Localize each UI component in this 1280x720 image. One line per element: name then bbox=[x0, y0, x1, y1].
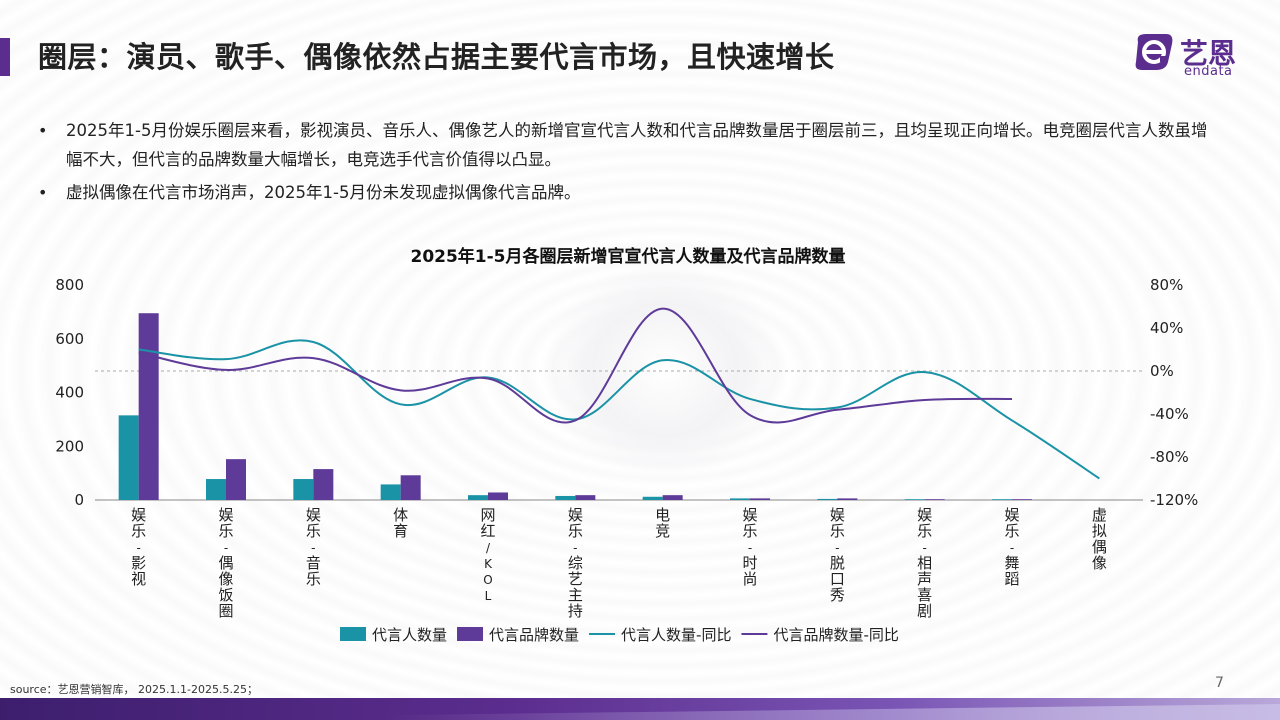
y-right-tick-label: 0% bbox=[1150, 362, 1174, 380]
x-category-label: 娱乐-音乐 bbox=[306, 506, 321, 588]
bullet-dot: • bbox=[38, 121, 48, 140]
bar-brand-count bbox=[313, 469, 334, 500]
page-title: 圈层：演员、歌手、偶像依然占据主要代言市场，且快速增长 bbox=[38, 40, 835, 74]
x-category-label: 电竞 bbox=[655, 506, 670, 540]
endata-logo: 艺恩 endata bbox=[1132, 30, 1250, 80]
bullet-item-1: • 2025年1-5月份娱乐圈层来看，影视演员、音乐人、偶像艺人的新增官宣代言人… bbox=[38, 116, 1208, 174]
bullet-dot: • bbox=[38, 183, 48, 202]
legend-label: 代言人数量-同比 bbox=[621, 626, 731, 644]
bar-spokesperson-count bbox=[904, 499, 925, 500]
bar-spokesperson-count bbox=[118, 415, 139, 500]
x-category-label: 虚拟偶像 bbox=[1092, 506, 1107, 572]
y-left-tick-label: 400 bbox=[55, 384, 84, 402]
y-right-tick-label: 80% bbox=[1150, 276, 1183, 294]
bar-brand-count bbox=[1012, 499, 1032, 500]
bullet-text-1: 2025年1-5月份娱乐圈层来看，影视演员、音乐人、偶像艺人的新增官宣代言人数和… bbox=[66, 121, 1208, 169]
bar-spokesperson-count bbox=[555, 495, 576, 500]
legend-label: 代言品牌数量 bbox=[489, 626, 579, 644]
x-category-label: 体育 bbox=[393, 506, 408, 540]
x-category-label: 网红/K O L bbox=[480, 506, 495, 603]
logo-chinese-text: 艺恩 bbox=[1180, 37, 1237, 70]
endata-logo-icon bbox=[1135, 34, 1173, 70]
y-left-tick-label: 800 bbox=[55, 276, 84, 294]
y-right-tick-label: -120% bbox=[1150, 491, 1198, 509]
legend-label: 代言品牌数量-同比 bbox=[773, 626, 898, 644]
y-right-tick-label: -80% bbox=[1150, 448, 1189, 466]
chart-title: 2025年1-5月各圈层新增官宣代言人数量及代言品牌数量 bbox=[410, 247, 846, 267]
page-number: 7 bbox=[1215, 675, 1224, 691]
combo-chart: 0 200 400 600 800 -120% -80% -40% 0% 40% 80% 娱乐-影视 娱… bbox=[55, 276, 1198, 644]
bar-spokesperson-count bbox=[206, 479, 226, 500]
bar-spokesperson-count bbox=[293, 479, 314, 500]
bar-spokesperson-count bbox=[642, 496, 663, 500]
x-category-label: 娱乐-影视 bbox=[131, 506, 146, 588]
y-right-tick-label: 40% bbox=[1150, 319, 1183, 337]
bar-brand-count bbox=[924, 499, 945, 500]
bar-brand-count bbox=[138, 313, 159, 500]
legend-swatch bbox=[340, 627, 366, 641]
bar-spokesperson-count bbox=[380, 484, 401, 500]
bar-spokesperson-count bbox=[468, 495, 488, 500]
bullet-item-2: • 虚拟偶像在代言市场消声，2025年1-5月份未发现虚拟偶像代言品牌。 bbox=[38, 178, 1208, 207]
x-category-label: 娱乐-舞蹈 bbox=[1004, 506, 1019, 588]
bar-spokesperson-count bbox=[992, 499, 1012, 500]
bar-brand-count bbox=[226, 459, 246, 500]
bar-brand-count bbox=[662, 495, 683, 500]
logo-english-text: endata bbox=[1184, 64, 1233, 79]
legend-label: 代言人数量 bbox=[372, 626, 447, 644]
legend-swatch bbox=[457, 627, 484, 641]
bar-spokesperson-count bbox=[817, 498, 838, 500]
x-category-label: 娱乐-相声喜剧 bbox=[917, 506, 932, 620]
title-accent-bar bbox=[0, 38, 10, 76]
y-left-tick-label: 200 bbox=[55, 437, 84, 455]
bar-brand-count bbox=[750, 498, 770, 500]
bullet-list: • 2025年1-5月份娱乐圈层来看，影视演员、音乐人、偶像艺人的新增官宣代言人… bbox=[38, 116, 1208, 211]
x-category-label: 娱乐-综艺主持 bbox=[568, 506, 583, 620]
bar-spokesperson-count bbox=[730, 498, 750, 500]
x-category-label: 娱乐-时尚 bbox=[742, 506, 757, 588]
x-category-label: 娱乐-脱口秀 bbox=[830, 506, 845, 604]
bar-brand-count bbox=[400, 475, 421, 500]
bar-brand-count bbox=[488, 492, 508, 500]
x-category-label: 娱乐-偶像饭圈 bbox=[218, 506, 233, 620]
bar-brand-count bbox=[837, 498, 858, 500]
y-left-tick-label: 0 bbox=[74, 491, 84, 509]
bullet-text-2: 虚拟偶像在代言市场消声，2025年1-5月份未发现虚拟偶像代言品牌。 bbox=[66, 183, 581, 202]
bar-brand-count bbox=[575, 495, 596, 500]
y-left-tick-label: 600 bbox=[55, 330, 84, 348]
y-right-tick-label: -40% bbox=[1150, 405, 1189, 423]
source-note: source：艺恩营销智库， 2025.1.1-2025.5.25； bbox=[10, 683, 258, 696]
line-spokesperson-yoy bbox=[138, 339, 1100, 480]
line-brand-yoy bbox=[138, 307, 1013, 424]
